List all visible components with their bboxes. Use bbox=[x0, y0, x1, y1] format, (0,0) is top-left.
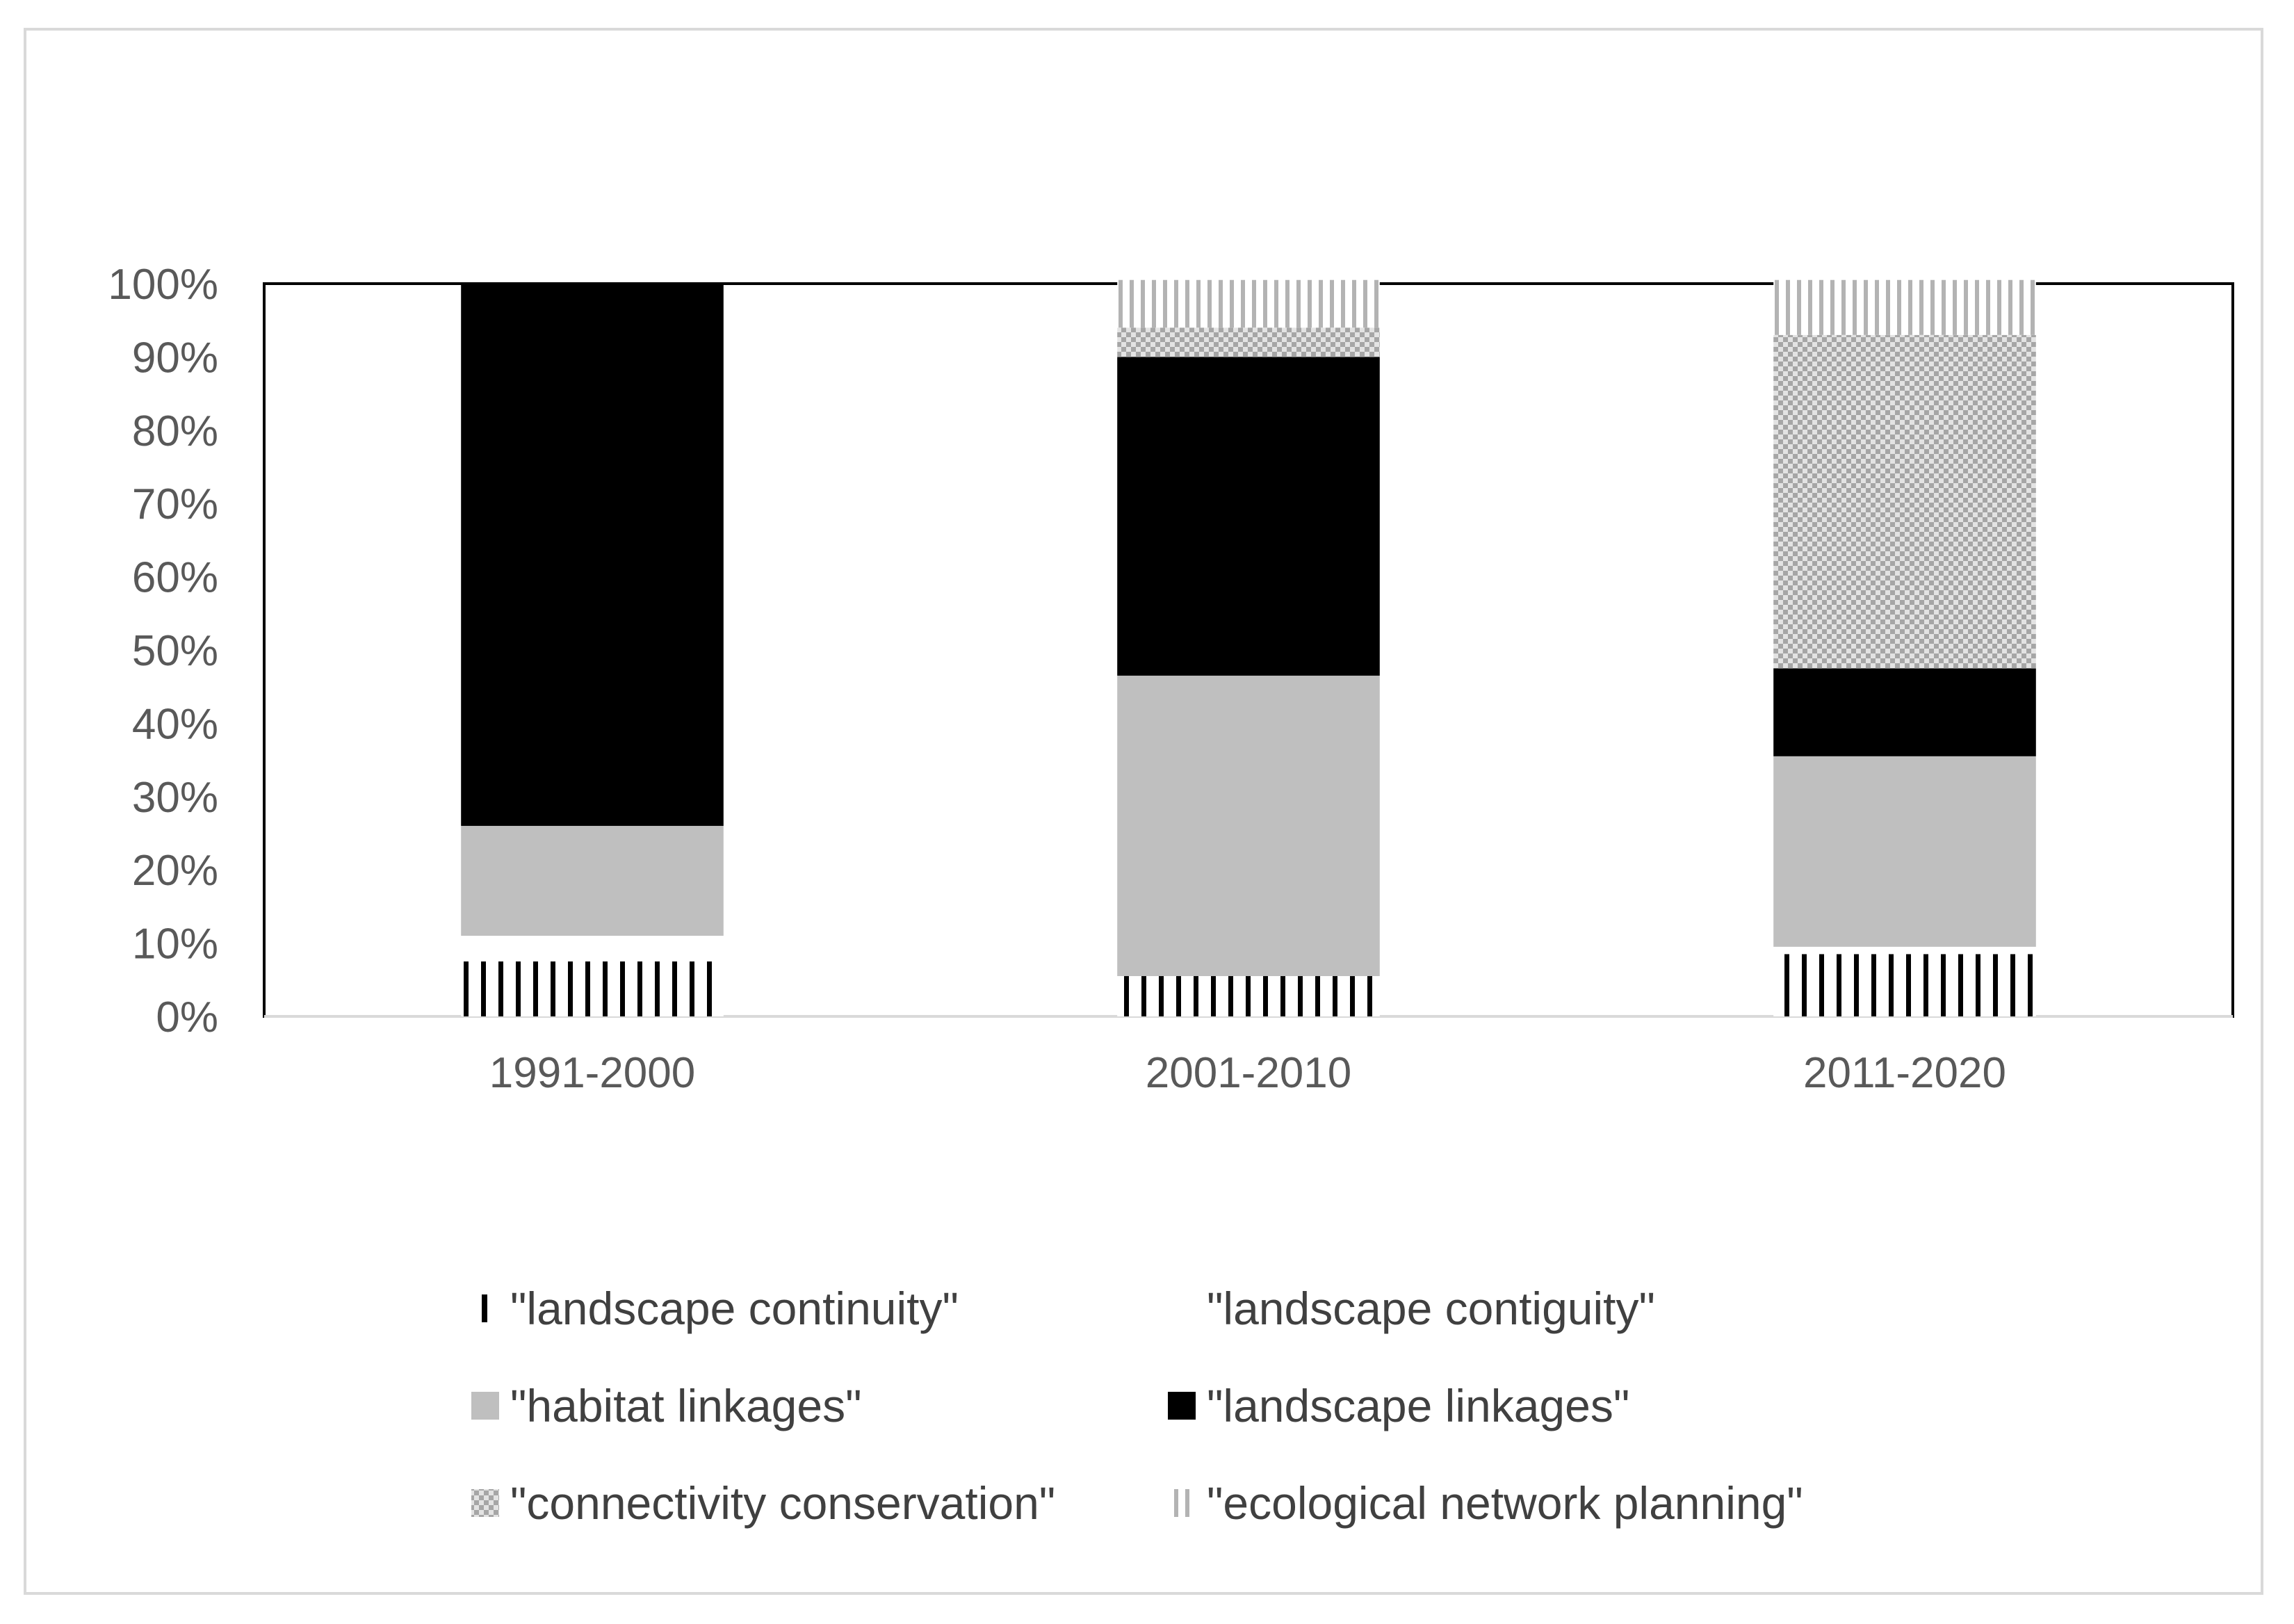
bars-layer bbox=[461, 279, 2036, 1016]
legend-swatch bbox=[471, 1392, 499, 1420]
bar-landscape-continuity-2011-2020 bbox=[1773, 954, 2036, 1016]
x-tick-label: 1991-2000 bbox=[489, 1049, 696, 1097]
bar-landscape-linkages-2001-2010 bbox=[1117, 357, 1380, 676]
bar-landscape-continuity-1991-2000 bbox=[461, 961, 724, 1016]
y-tick-label: 10% bbox=[132, 920, 218, 968]
legend-swatch bbox=[482, 1294, 487, 1322]
y-tick-label: 30% bbox=[132, 774, 218, 822]
chart-frame: 0% 10% 20% 30% 40% 50% 60% 70% 80% 90% 100% 1991-2… bbox=[24, 28, 2263, 1595]
legend-label: "landscape linkages" bbox=[1207, 1380, 1629, 1431]
bar-landscape-continuity-2001-2010 bbox=[1117, 976, 1380, 1016]
y-tick-label: 100% bbox=[108, 261, 218, 309]
chart-svg: 0% 10% 20% 30% 40% 50% 60% 70% 80% 90% 100% 1991-2… bbox=[108, 261, 2234, 1529]
bar-connectivity-conservation-2001-2010 bbox=[1117, 327, 1380, 357]
y-tick-label: 20% bbox=[132, 847, 218, 895]
y-axis-ticks: 0% 10% 20% 30% 40% 50% 60% 70% 80% 90% 100% bbox=[108, 261, 218, 1041]
bar-landscape-contiguity-1991-2000 bbox=[461, 936, 724, 961]
legend-item-connectivity-conservation: "connectivity conservation" bbox=[471, 1477, 1055, 1529]
bar-habitat-linkages-1991-2000 bbox=[461, 825, 724, 936]
x-tick-label: 2011-2020 bbox=[1803, 1049, 2006, 1097]
legend-swatch bbox=[1168, 1489, 1196, 1517]
bar-landscape-contiguity-2011-2020 bbox=[1773, 946, 2036, 955]
legend-swatch bbox=[1168, 1392, 1196, 1420]
y-tick-label: 40% bbox=[132, 700, 218, 748]
bar-landscape-linkages-1991-2000 bbox=[461, 284, 724, 826]
bar-ecological-network-planning-2001-2010 bbox=[1117, 279, 1380, 328]
x-axis-ticks: 1991-2000 2001-2010 2011-2020 bbox=[489, 1049, 2006, 1097]
legend-label: "habitat linkages" bbox=[510, 1380, 862, 1431]
y-tick-label: 80% bbox=[132, 407, 218, 455]
bar-connectivity-conservation-2011-2020 bbox=[1773, 334, 2036, 669]
legend-item-landscape-linkages: "landscape linkages" bbox=[1168, 1380, 1629, 1431]
bar-habitat-linkages-2011-2020 bbox=[1773, 756, 2036, 947]
legend-swatch bbox=[471, 1489, 499, 1517]
legend-label: "connectivity conservation" bbox=[510, 1477, 1055, 1529]
y-tick-label: 70% bbox=[132, 480, 218, 528]
x-tick-label: 2001-2010 bbox=[1146, 1049, 1352, 1097]
y-tick-label: 0% bbox=[156, 993, 218, 1041]
bar-ecological-network-planning-2011-2020 bbox=[1773, 279, 2036, 335]
bar-landscape-linkages-2011-2020 bbox=[1773, 668, 2036, 756]
legend-item-habitat-linkages: "habitat linkages" bbox=[471, 1380, 862, 1431]
legend-label: "ecological network planning" bbox=[1207, 1477, 1803, 1529]
legend-item-landscape-continuity: "landscape continuity" bbox=[482, 1283, 959, 1334]
legend-label: "landscape contiguity" bbox=[1207, 1283, 1655, 1334]
y-tick-label: 50% bbox=[132, 627, 218, 675]
bar-habitat-linkages-2001-2010 bbox=[1117, 675, 1380, 977]
legend-label: "landscape continuity" bbox=[510, 1283, 959, 1334]
legend-item-landscape-contiguity: "landscape contiguity" bbox=[1168, 1283, 1655, 1334]
legend-item-ecological-network-planning: "ecological network planning" bbox=[1168, 1477, 1803, 1529]
y-tick-label: 60% bbox=[132, 554, 218, 602]
legend: "landscape continuity" "landscape contigu… bbox=[471, 1283, 1803, 1529]
legend-swatch bbox=[1168, 1294, 1196, 1322]
y-tick-label: 90% bbox=[132, 334, 218, 382]
